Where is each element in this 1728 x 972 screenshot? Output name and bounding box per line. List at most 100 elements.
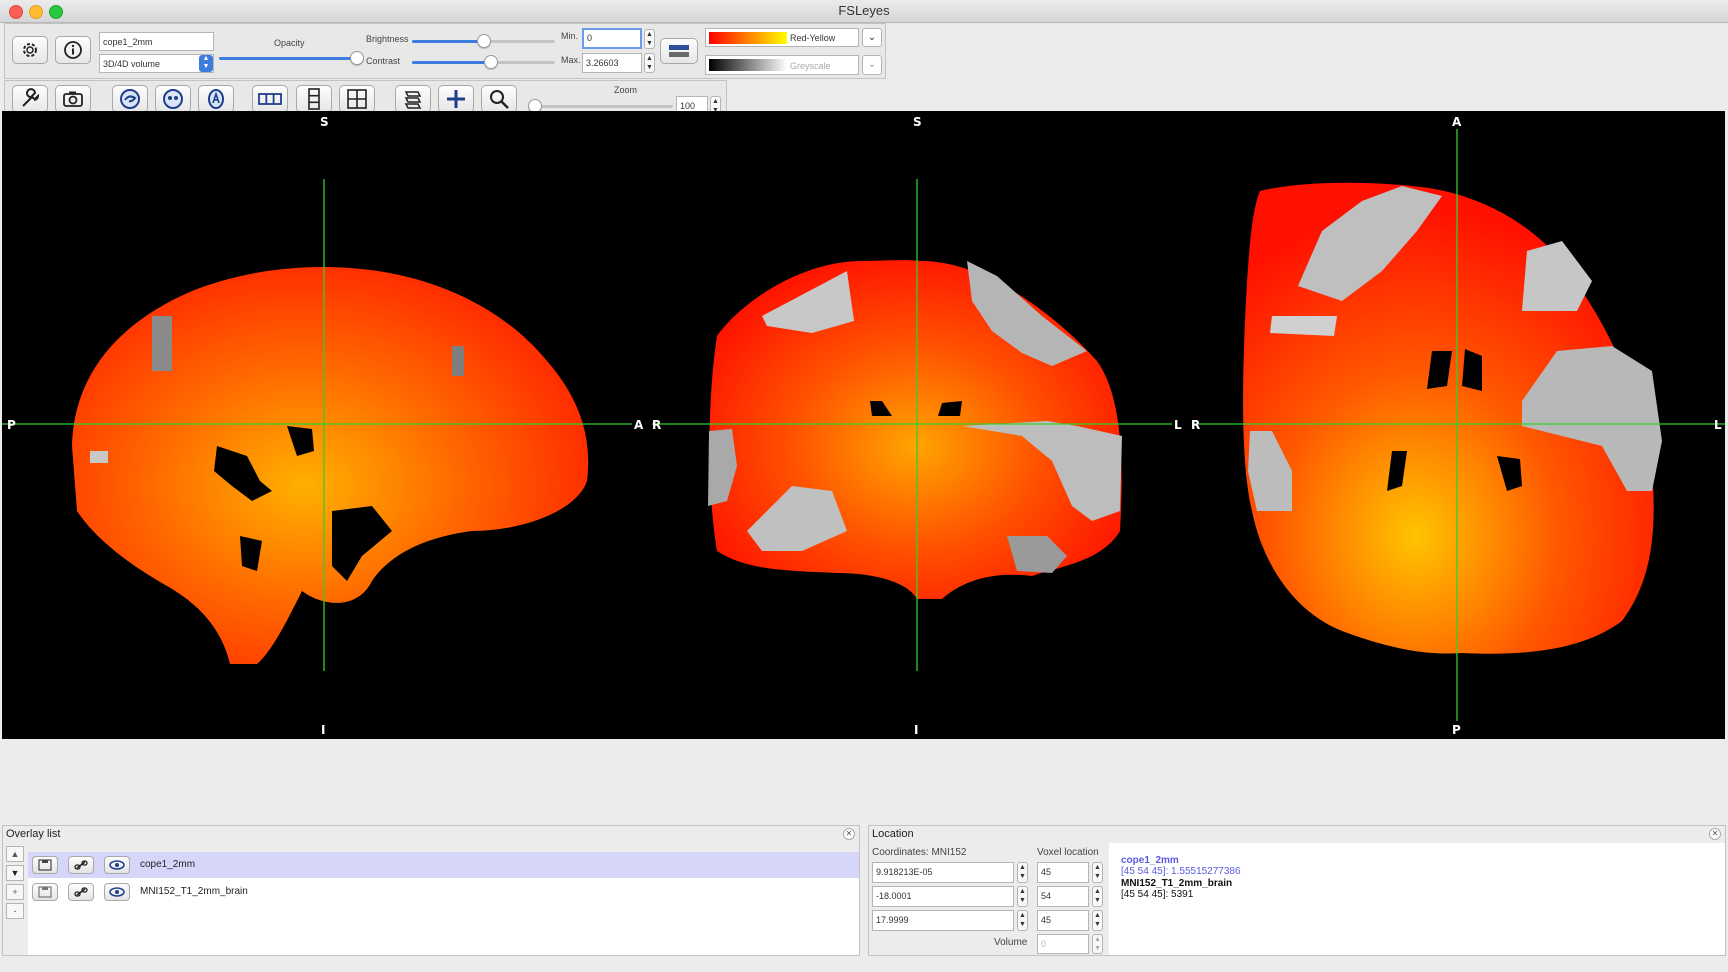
info-overlay-name-1: cope1_2mm xyxy=(1121,855,1179,866)
axial-right-label: L xyxy=(1714,418,1722,432)
vertical-layout-button[interactable] xyxy=(296,85,332,113)
overlay-list-item[interactable]: cope1_2mm xyxy=(28,852,859,878)
eye-icon xyxy=(109,860,125,870)
coord-y-spinner[interactable]: ▲ ▼ xyxy=(1017,886,1028,907)
coord-y-field[interactable]: -18.0001 xyxy=(872,886,1014,907)
primary-colormap-label: Red-Yellow xyxy=(790,33,836,43)
reset-zoom-icon xyxy=(404,91,422,109)
max-range-spinner[interactable]: ▲ ▼ xyxy=(644,53,655,73)
view-settings-button[interactable] xyxy=(12,85,48,113)
min-range-spinner[interactable]: ▲ ▼ xyxy=(644,29,655,49)
close-window-button[interactable] xyxy=(9,5,23,19)
move-up-button[interactable]: ▲ xyxy=(6,846,24,862)
link-overlay-button[interactable] xyxy=(68,883,94,901)
eye-icon xyxy=(109,887,125,897)
close-icon[interactable]: ✕ xyxy=(843,828,855,840)
coronal-left-label: R xyxy=(652,418,662,432)
opacity-slider-fill xyxy=(219,57,357,60)
grid-layout-button[interactable] xyxy=(339,85,375,113)
axial-top-label: A xyxy=(1452,115,1462,129)
sagittal-slice[interactable] xyxy=(72,267,589,664)
brightness-slider-knob[interactable] xyxy=(476,34,491,48)
greyscale-swatch-icon xyxy=(709,59,787,71)
location-panel: Location ✕ Coordinates: MNI152 9.918213E… xyxy=(868,825,1726,956)
coronal-brain-icon xyxy=(163,89,183,109)
axial-brain-icon xyxy=(208,89,224,109)
brain-slices-svg[interactable] xyxy=(2,111,1725,739)
coord-z-spinner[interactable]: ▲ ▼ xyxy=(1017,910,1028,931)
min-range-field[interactable]: 0 xyxy=(582,28,642,49)
link-overlay-button[interactable] xyxy=(68,856,94,874)
sagittal-bottom-label: I xyxy=(321,723,326,737)
info-icon xyxy=(64,41,82,59)
zoom-tool-button[interactable] xyxy=(481,85,517,113)
link-low-ranges-button[interactable] xyxy=(660,38,698,64)
voxel-x-field[interactable]: 45 xyxy=(1037,862,1089,883)
screenshot-button[interactable] xyxy=(55,85,91,113)
toggle-sagittal-button[interactable] xyxy=(112,85,148,113)
voxel-y-spinner[interactable]: ▲ ▼ xyxy=(1092,886,1103,907)
voxel-z-field[interactable]: 45 xyxy=(1037,910,1089,931)
contrast-label: Contrast xyxy=(366,56,401,66)
remove-overlay-button[interactable]: - xyxy=(6,903,24,919)
toggle-axial-button[interactable] xyxy=(198,85,234,113)
move-down-button[interactable]: ▼ xyxy=(6,865,24,881)
info-overlay-value-1: [45 54 45]: 1.55515277386 xyxy=(1121,866,1241,877)
secondary-colormap-dropdown[interactable]: ⌄ xyxy=(862,55,882,75)
toggle-visibility-button[interactable] xyxy=(104,883,130,901)
horizontal-layout-button[interactable] xyxy=(252,85,288,113)
save-overlay-button[interactable] xyxy=(32,856,58,874)
voxel-x-spinner[interactable]: ▲ ▼ xyxy=(1092,862,1103,883)
minimize-window-button[interactable] xyxy=(29,5,43,19)
overlay-name-field[interactable]: cope1_2mm xyxy=(99,32,214,51)
display-settings-button[interactable] xyxy=(12,36,48,64)
contrast-slider[interactable] xyxy=(412,61,555,64)
vertical-layout-icon xyxy=(308,88,320,110)
toggle-visibility-button[interactable] xyxy=(104,856,130,874)
max-range-field[interactable]: 3.26603 xyxy=(582,53,642,73)
ortho-view-canvas[interactable]: S I P A S I R L A P R L xyxy=(2,111,1725,739)
reset-display-button[interactable] xyxy=(395,85,431,113)
voxel-z-spinner[interactable]: ▲ ▼ xyxy=(1092,910,1103,931)
primary-colormap-dropdown[interactable]: ⌄ xyxy=(862,28,882,47)
display-type-select[interactable]: 3D/4D volume ▲ ▼ xyxy=(99,54,214,73)
zoom-slider[interactable] xyxy=(535,105,673,108)
info-overlay-value-2: [45 54 45]: 5391 xyxy=(1121,889,1194,900)
toggle-cursor-button[interactable] xyxy=(438,85,474,113)
add-overlay-button[interactable]: + xyxy=(6,884,24,900)
volume-spinner[interactable]: ▲ ▼ xyxy=(1092,934,1103,954)
updown-arrows-icon: ▲ ▼ xyxy=(199,55,213,72)
coordinates-label: Coordinates: MNI152 xyxy=(872,847,967,858)
floppy-disk-icon xyxy=(38,859,52,871)
coronal-slice[interactable] xyxy=(708,260,1122,599)
volume-field[interactable]: 0 xyxy=(1037,934,1089,954)
coord-x-spinner[interactable]: ▲ ▼ xyxy=(1017,862,1028,883)
zoom-window-button[interactable] xyxy=(49,5,63,19)
coord-x-field[interactable]: 9.918213E-05 xyxy=(872,862,1014,883)
voxel-y-field[interactable]: 54 xyxy=(1037,886,1089,907)
overlay-info-button[interactable] xyxy=(55,36,91,64)
sagittal-left-label: P xyxy=(7,418,16,432)
overlay-list: cope1_2mm MNI152_T1_2mm_brain xyxy=(28,852,859,955)
chevron-down-icon: ⌄ xyxy=(867,59,877,70)
opacity-slider[interactable] xyxy=(219,57,357,60)
save-overlay-button[interactable] xyxy=(32,883,58,901)
red-yellow-swatch-icon xyxy=(709,32,787,44)
window-title: FSLeyes xyxy=(838,3,890,18)
overlay-list-item[interactable]: MNI152_T1_2mm_brain xyxy=(28,879,859,905)
toggle-coronal-button[interactable] xyxy=(155,85,191,113)
coord-z-field[interactable]: 17.9999 xyxy=(872,910,1014,931)
opacity-slider-knob[interactable] xyxy=(350,51,364,65)
contrast-slider-knob[interactable] xyxy=(483,55,498,69)
max-label: Max. xyxy=(561,55,581,65)
colorbar-icon xyxy=(669,45,689,57)
axial-slice[interactable] xyxy=(1243,182,1662,654)
chain-link-icon xyxy=(74,860,88,870)
close-icon[interactable]: ✕ xyxy=(1709,828,1721,840)
sagittal-top-label: S xyxy=(320,115,329,129)
crosshair-plus-icon xyxy=(447,90,465,108)
coronal-right-label: L xyxy=(1174,418,1182,432)
secondary-colormap-select[interactable]: Greyscale xyxy=(705,55,859,75)
grid-layout-icon xyxy=(347,89,367,109)
primary-colormap-select[interactable]: Red-Yellow xyxy=(705,28,859,47)
